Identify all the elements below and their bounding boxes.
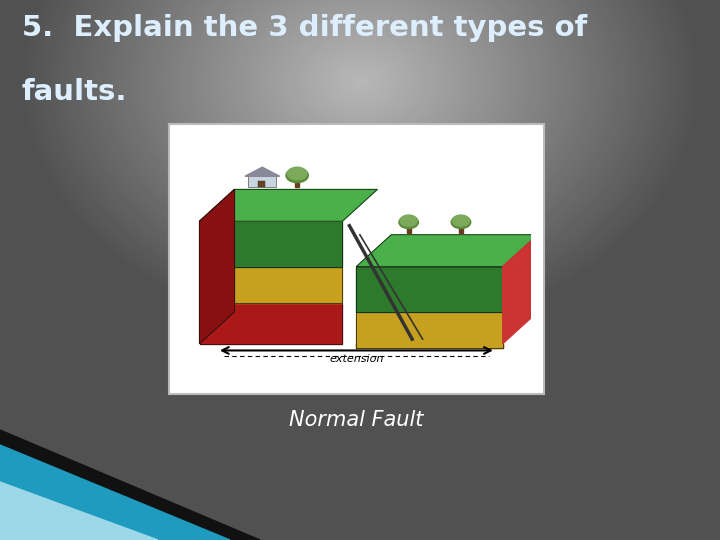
Polygon shape [0, 445, 230, 540]
Text: 5.  Explain the 3 different types of: 5. Explain the 3 different types of [22, 14, 587, 42]
Polygon shape [199, 303, 343, 343]
Polygon shape [199, 267, 343, 303]
Text: extension: extension [329, 354, 384, 364]
Polygon shape [503, 235, 538, 343]
Polygon shape [245, 167, 280, 176]
Polygon shape [356, 343, 503, 348]
Bar [258, 181, 265, 187]
Polygon shape [295, 181, 300, 187]
Polygon shape [356, 267, 503, 312]
Text: faults.: faults. [22, 78, 127, 106]
Circle shape [287, 167, 307, 180]
Circle shape [452, 215, 469, 226]
Circle shape [399, 216, 418, 228]
Polygon shape [407, 227, 410, 233]
Text: Normal Fault: Normal Fault [289, 410, 423, 430]
Circle shape [286, 168, 308, 183]
Bar [248, 176, 276, 187]
Polygon shape [0, 482, 158, 540]
Bar [169, 124, 544, 394]
Polygon shape [459, 227, 463, 233]
Polygon shape [199, 221, 343, 267]
Polygon shape [199, 190, 235, 343]
Circle shape [451, 216, 471, 228]
Circle shape [400, 215, 417, 226]
Polygon shape [0, 430, 260, 540]
Polygon shape [356, 312, 503, 348]
Polygon shape [199, 190, 377, 221]
Polygon shape [356, 235, 538, 267]
